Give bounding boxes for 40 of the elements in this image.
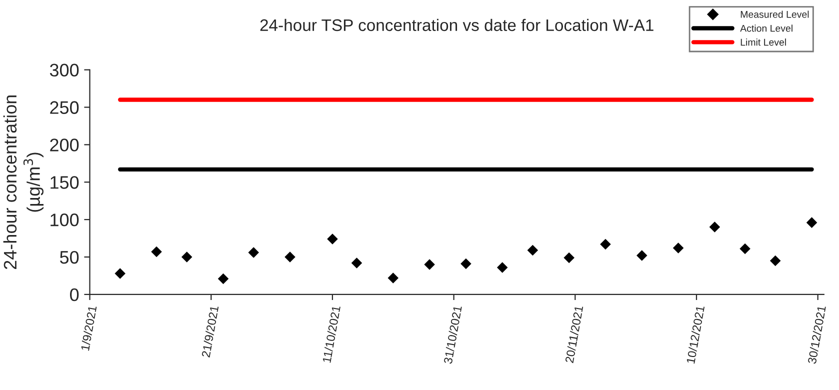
point: [460, 258, 472, 270]
x-tick-label: 10/12/2021: [686, 305, 705, 364]
legend-label: Limit Level: [740, 38, 786, 46]
legend-label: Measured Level: [740, 10, 809, 18]
legend-label: Action Level: [740, 24, 792, 32]
point: [636, 250, 648, 261]
point: [600, 238, 611, 250]
point: [806, 217, 818, 228]
point: [351, 258, 362, 268]
point: [388, 272, 399, 284]
point: [424, 259, 435, 270]
point: [114, 268, 126, 279]
x-tick-label: 11/10/2021: [322, 305, 341, 363]
x-tick-label: 30/12/2021: [807, 305, 826, 364]
y-tick-label: 200: [50, 138, 79, 152]
y-tick-label: 50: [60, 250, 79, 264]
y-tick-label: 100: [50, 214, 79, 226]
point: [527, 244, 538, 256]
x-tick-label: 21/9/2021: [201, 305, 219, 358]
x-tick-label: 20/11/2021: [564, 305, 584, 364]
y-axis-title: 24-hour concentration (µg/m$^{3}$): [3, 95, 44, 270]
x-tick-label: 31/10/2021: [443, 305, 462, 364]
chart-title: 24-hour TSP concentration vs date for Location W-A1: [260, 18, 654, 32]
point: [327, 234, 338, 244]
y-tick-label: 250: [50, 101, 79, 114]
point: [248, 247, 259, 258]
point: [151, 246, 162, 258]
point: [218, 273, 229, 284]
y-tick-label: 300: [50, 64, 79, 77]
point: [740, 243, 750, 254]
x-tick-label: 1/9/2021: [80, 305, 97, 351]
point: [496, 262, 508, 273]
y-tick-label: 0: [70, 288, 79, 302]
point: [709, 222, 720, 232]
point: [181, 252, 192, 262]
point: [770, 255, 781, 266]
point: [672, 242, 684, 254]
point: [564, 252, 574, 264]
y-tick-label: 150: [50, 176, 79, 189]
point: [284, 252, 296, 262]
